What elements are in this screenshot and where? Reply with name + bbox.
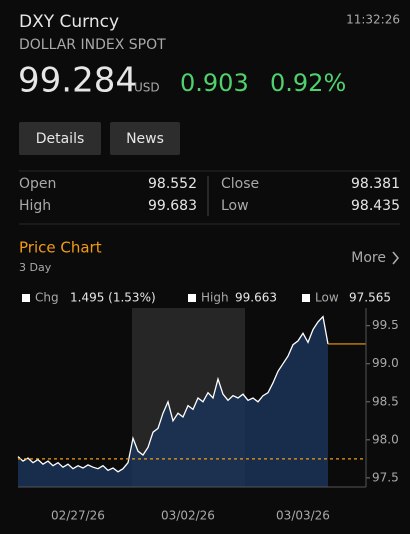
details-label[interactable]: Details [36,131,85,147]
price-line [17,315,329,473]
x-tick-label: 02/27/26 [51,509,105,523]
chart-period: 3 Day [19,261,52,274]
legend-label: High [201,291,229,305]
news-label[interactable]: News [126,131,164,147]
chart-title: Price Chart [19,239,102,257]
y-tick-label: 98.5 [372,394,399,408]
stat-label: Open [19,176,56,192]
stat-label: Low [221,198,249,214]
y-tick-label: 98.0 [372,432,399,446]
y-tick-label: 97.5 [372,470,399,484]
stat-value: 98.552 [148,176,197,192]
stat-label: Close [221,176,259,192]
stats: Open 98.552 Close 98.381 High 99.683 Low 98.435 [19,176,400,214]
legend-label: Chg [35,291,59,305]
stat-value: 98.381 [351,176,400,192]
legend-swatch [188,294,196,302]
legend-value: 1.495 (1.53%) [70,291,156,305]
legend-label: Low [315,291,339,305]
more-link[interactable]: More [351,250,386,266]
stat-label: High [19,198,51,214]
legend-swatch [302,294,310,302]
price: 99.284 [18,61,137,101]
more-chevron[interactable] [392,251,400,265]
stat-value: 98.435 [351,198,400,214]
plot: 97.5 98.0 98.5 99.0 99.5 02/27/26 03/02/26 03/0… [17,308,399,523]
currency: USD [134,81,160,95]
area-fill [18,316,328,487]
y-tick-label: 99.0 [372,356,399,370]
stat-value: 99.683 [148,198,197,214]
x-tick-label: 03/02/26 [161,509,215,523]
x-tick-label: 03/03/26 [276,509,330,523]
legend-value: 97.565 [349,291,391,305]
change-pct: 0.92% [270,69,346,97]
news-button[interactable] [110,122,180,155]
ticker: DXY Curncy [19,12,119,32]
legend: Chg 1.495 (1.53%) High 99.663 Low 97.565 [22,291,391,305]
subtitle: DOLLAR INDEX SPOT [19,37,166,53]
y-tick-label: 99.5 [372,318,399,332]
change: 0.903 [180,69,249,97]
time: 11:32:26 [346,13,400,27]
details-button[interactable] [19,122,101,155]
legend-swatch [22,294,30,302]
legend-value: 99.663 [235,291,277,305]
